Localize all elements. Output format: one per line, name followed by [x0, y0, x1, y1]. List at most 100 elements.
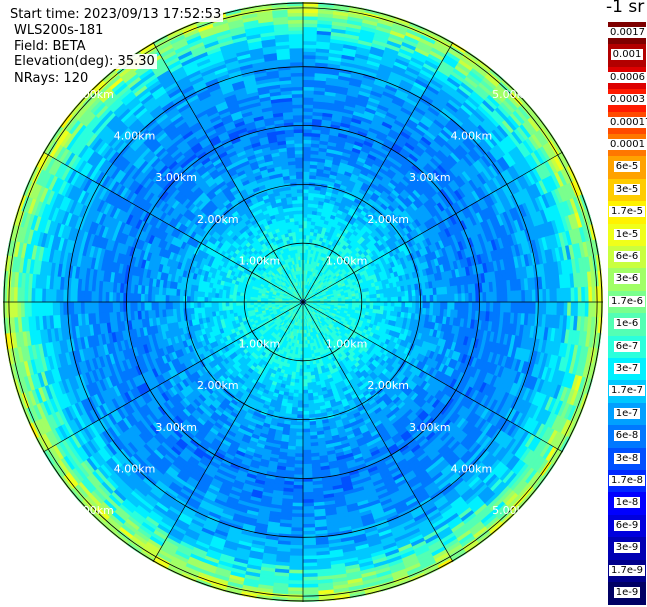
heatmap-cell: [242, 301, 247, 306]
heatmap-cell: [298, 382, 304, 388]
heatmap-cell: [372, 293, 378, 299]
heatmap-cell: [225, 297, 230, 303]
heatmap-cell: [372, 305, 378, 311]
heatmap-cell: [390, 296, 396, 303]
heatmap-cell: [175, 295, 180, 303]
heatmap-cell: [447, 293, 452, 303]
heatmap-cell: [217, 301, 223, 307]
heatmap-cell: [297, 400, 304, 405]
heatmap-cell: [295, 167, 304, 172]
heatmap-cell: [380, 297, 385, 303]
heatmap-cell: [297, 396, 304, 402]
heatmap-cell: [168, 301, 173, 310]
heatmap-cell: [365, 294, 371, 300]
heatmap-cell: [296, 421, 304, 426]
heatmap-cell: [302, 365, 307, 370]
heatmap-cell: [296, 407, 304, 412]
heatmap-cell: [415, 301, 420, 309]
heatmap-cell: [225, 301, 230, 307]
heatmap-cell: [404, 296, 410, 303]
heatmap-cell: [386, 306, 392, 312]
heatmap-cell: [450, 301, 456, 311]
heatmap-cell: [302, 234, 307, 239]
heatmap-cell: [157, 301, 163, 310]
heatmap-cell: [433, 301, 438, 310]
heatmap-cell: [302, 347, 306, 352]
heatmap-cell: [172, 294, 177, 303]
heatmap-cell: [295, 442, 304, 448]
heatmap-cell: [293, 213, 299, 219]
heatmap-cell: [299, 358, 304, 363]
heatmap-cell: [306, 227, 312, 233]
heatmap-cell: [214, 297, 219, 303]
heatmap-cell: [302, 403, 309, 409]
heatmap-cell: [297, 206, 304, 211]
heatmap-cell: [302, 432, 311, 437]
heatmap-cell: [298, 386, 304, 391]
heatmap-cell: [302, 425, 310, 430]
heatmap-cell: [376, 293, 381, 299]
heatmap-cell: [436, 301, 441, 310]
heatmap-cell: [196, 301, 202, 308]
heatmap-cell: [175, 301, 180, 309]
heatmap-cell: [302, 171, 311, 176]
heatmap-cell: [383, 297, 389, 303]
heatmap-cell: [293, 389, 299, 394]
heatmap-cell: [300, 252, 304, 257]
heatmap-cell: [211, 306, 216, 312]
heatmap-cell: [239, 298, 244, 303]
heatmap-cell: [295, 428, 304, 433]
heatmap-cell: [302, 417, 310, 423]
heatmap-cell: [436, 294, 441, 303]
heatmap-cell: [182, 295, 188, 303]
heatmap-cell: [302, 350, 307, 356]
heatmap-cell: [297, 393, 304, 398]
heatmap-cell: [401, 301, 406, 308]
heatmap-cell: [302, 446, 312, 451]
heatmap-cell: [380, 301, 385, 307]
heatmap-cell: [351, 298, 357, 303]
heatmap-cell: [154, 301, 159, 311]
heatmap-cell: [296, 188, 304, 194]
heatmap-cell: [305, 361, 310, 366]
heatmap-cell: [200, 296, 205, 303]
heatmap-cell: [411, 301, 417, 309]
heatmap-cell: [193, 301, 198, 309]
heatmap-cell: [305, 357, 310, 363]
heatmap-cell: [307, 213, 313, 219]
heatmap-cell: [161, 294, 166, 303]
heatmap-cell: [298, 216, 304, 222]
heatmap-cell: [404, 301, 410, 308]
heatmap-cell: [165, 301, 170, 310]
heatmap-cell: [387, 297, 392, 303]
heatmap-cell: [299, 245, 304, 250]
heatmap-cell: [189, 301, 195, 309]
heatmap-cell: [214, 292, 220, 298]
heatmap-cell: [294, 227, 300, 233]
heatmap-cell: [186, 301, 191, 309]
heatmap-cell: [298, 220, 304, 225]
heatmap-cell: [302, 224, 308, 229]
heatmap-cell: [296, 174, 304, 179]
heatmap-cell: [298, 213, 304, 218]
heatmap-cell: [302, 361, 307, 366]
heatmap-cell: [302, 428, 311, 433]
heatmap-cell: [359, 298, 364, 303]
heatmap-cell: [397, 301, 403, 308]
heatmap-cell: [362, 301, 367, 306]
heatmap-cell: [210, 296, 216, 303]
heatmap-cell: [295, 231, 300, 236]
heatmap-cell: [296, 178, 304, 183]
heatmap-cell: [203, 301, 209, 308]
heatmap-cell: [221, 301, 226, 307]
heatmap-cell: [447, 301, 452, 311]
heatmap-cell: [293, 385, 299, 391]
heatmap-cell: [302, 216, 308, 222]
heatmap-cell: [295, 432, 304, 437]
heatmap-cell: [302, 167, 311, 172]
heatmap-cell: [302, 442, 311, 448]
heatmap-cell: [295, 164, 304, 169]
heatmap-cell: [373, 297, 378, 303]
heatmap-cell: [302, 368, 308, 373]
heatmap-cell: [299, 241, 304, 246]
